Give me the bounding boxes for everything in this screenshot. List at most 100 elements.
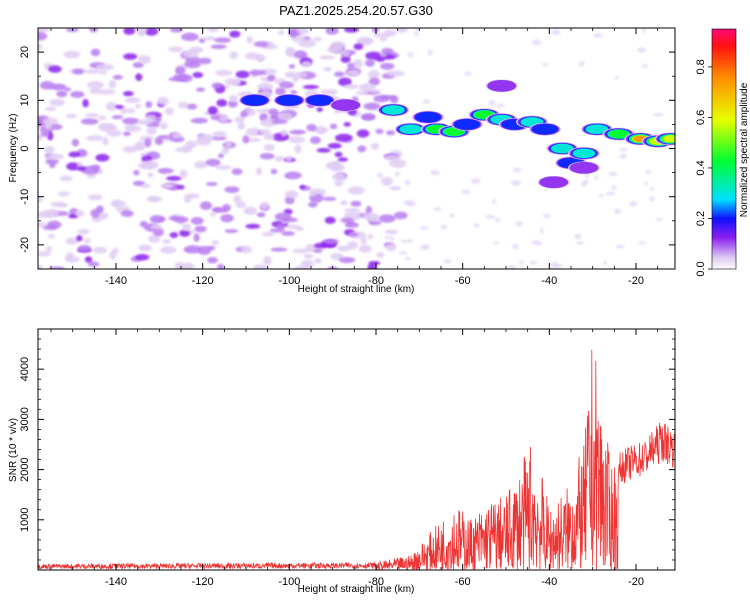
noise-blob <box>473 223 480 228</box>
noise-blob <box>77 244 92 252</box>
noise-blob <box>602 260 608 266</box>
ridge-point <box>415 111 441 123</box>
noise-blob <box>248 137 261 142</box>
noise-blob <box>136 28 147 37</box>
noise-blob <box>90 48 101 57</box>
noise-blob <box>98 115 107 121</box>
noise-blob <box>253 264 269 269</box>
noise-blob <box>68 151 81 158</box>
noise-blob <box>270 168 278 175</box>
noise-blob <box>529 260 538 265</box>
noise-blob <box>644 170 652 175</box>
ridge-point <box>306 94 333 106</box>
noise-blob <box>205 181 218 187</box>
spectrogram-x-axis: -140 -120 -100 -80 -60 -40 -20 <box>50 28 659 287</box>
noise-blob <box>111 115 124 120</box>
ridge-point <box>550 143 574 154</box>
noise-blob <box>405 256 411 261</box>
noise-blob <box>87 261 100 267</box>
noise-blob <box>96 63 115 71</box>
noise-blob <box>549 261 559 268</box>
noise-blob <box>340 200 348 206</box>
noise-blob <box>243 206 257 215</box>
noise-blob <box>169 232 179 238</box>
noise-blob <box>381 47 394 55</box>
noise-blob <box>320 88 339 95</box>
snr-x-tick-label: -100 <box>278 576 300 588</box>
noise-blob <box>256 212 266 218</box>
noise-blob <box>531 240 539 245</box>
noise-blob <box>263 133 275 141</box>
noise-blob <box>306 123 317 132</box>
noise-blob <box>86 81 105 89</box>
noise-blob <box>551 29 561 36</box>
noise-blob <box>210 44 227 50</box>
ridge-point <box>662 135 675 143</box>
noise-blob <box>608 171 618 176</box>
ridge-secondary-blob <box>487 79 517 92</box>
noise-blob <box>394 171 401 177</box>
noise-blob <box>122 117 140 125</box>
noise-blob <box>348 232 359 237</box>
noise-blob <box>271 119 288 124</box>
noise-blob <box>373 94 390 103</box>
noise-blob <box>308 201 318 208</box>
noise-blob <box>63 50 81 59</box>
noise-blob <box>44 209 60 218</box>
noise-blob <box>519 260 524 265</box>
noise-blob <box>197 57 212 65</box>
noise-blob <box>379 53 388 57</box>
ridge-point <box>276 94 303 106</box>
snr-x-tick-label: -140 <box>105 576 127 588</box>
noise-blob <box>84 69 102 74</box>
ridge-point <box>381 105 405 115</box>
noise-blob <box>82 99 89 108</box>
spectrogram-x-label: Height of straight line (km) <box>298 284 415 295</box>
noise-blob <box>71 138 80 147</box>
figure-title: PAZ1.2025.254.20.57.G30 <box>279 3 433 18</box>
noise-blob <box>294 144 302 154</box>
noise-blob <box>190 216 204 225</box>
noise-blob <box>40 131 50 137</box>
noise-blob <box>270 247 288 252</box>
noise-blob <box>363 102 381 111</box>
noise-blob <box>488 99 496 106</box>
noise-blob <box>211 82 223 89</box>
noise-blob <box>403 200 413 206</box>
noise-blob <box>207 257 218 264</box>
noise-blob <box>493 241 500 245</box>
colorbar-label: Normalized spectral amplitude <box>739 82 750 217</box>
noise-blob <box>340 55 351 63</box>
snr-y-tick-label: 1000 <box>19 508 31 532</box>
noise-blob <box>257 82 274 92</box>
snr-x-tick-label: -120 <box>192 576 214 588</box>
noise-blob <box>430 170 440 176</box>
noise-blob <box>356 129 370 138</box>
snr-y-tick-label: 4000 <box>19 357 31 381</box>
noise-blob <box>367 70 380 79</box>
snr-x-axis: -140 -120 -100 -80 -60 -40 -20 <box>50 329 659 588</box>
noise-blob <box>574 233 582 240</box>
noise-blob <box>313 248 323 253</box>
noise-blob <box>77 228 90 235</box>
noise-blob <box>380 62 395 70</box>
snr-y-label: SNR (10 * v/v) <box>8 418 19 482</box>
noise-blob <box>205 158 221 167</box>
noise-blob <box>198 38 206 44</box>
noise-blob <box>86 173 97 179</box>
noise-blob <box>275 87 286 96</box>
noise-blob <box>343 121 351 127</box>
noise-blob <box>511 243 520 250</box>
spectrogram-y-label: Frequency (Hz) <box>8 114 19 183</box>
noise-blob <box>267 41 274 49</box>
spectrogram-y-tick-label: 20 <box>19 46 31 58</box>
noise-blob <box>162 239 172 244</box>
noise-blob <box>89 28 99 33</box>
snr-series-line <box>38 349 675 570</box>
noise-blob <box>325 28 339 35</box>
snr-x-tick-label: -20 <box>628 576 644 588</box>
ridge-secondary-blob <box>539 176 569 189</box>
spectrogram-x-tick-label: -80 <box>368 275 384 287</box>
noise-blob <box>295 226 304 232</box>
ridge-secondary-blob <box>569 161 599 174</box>
